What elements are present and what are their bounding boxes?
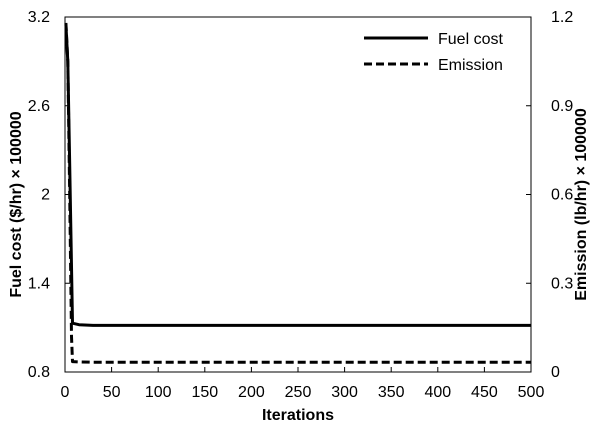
series-line-emission [64,22,531,364]
legend-label: Emission [438,57,503,74]
right-y-axis-title: Emission (lb/hr) × 100000 [573,108,590,301]
left-y-tick-label: 2.6 [28,98,50,115]
x-tick-label: 450 [471,384,498,401]
x-tick-label: 500 [518,384,545,401]
x-tick-label: 400 [424,384,451,401]
x-tick-label: 150 [191,384,218,401]
x-tick-label: 200 [238,384,265,401]
x-tick-label: 300 [331,384,358,401]
left-y-tick-label: 2 [41,187,50,204]
series-layer [64,22,531,364]
right-y-tick-label: 1.2 [551,9,573,26]
right-y-tick-label: 0.6 [551,187,573,204]
left-y-axis-ticks: 0.8 1.4 2 2.6 3.2 [28,9,70,381]
x-tick-label: 350 [378,384,405,401]
legend: Fuel cost Emission [364,31,503,74]
x-tick-label: 0 [61,384,70,401]
left-y-tick-label: 0.8 [28,364,50,381]
x-axis-ticks: 0 50 100 150 200 250 300 350 400 450 500 [61,367,545,401]
right-y-tick-label: 0.3 [551,275,573,292]
left-y-tick-label: 1.4 [28,275,50,292]
x-tick-label: 250 [285,384,312,401]
left-y-axis-title: Fuel cost ($/hr) × 100000 [8,111,25,297]
x-tick-label: 50 [103,384,121,401]
legend-label: Fuel cost [438,31,503,48]
right-y-axis-ticks: 0 0.3 0.6 0.9 1.2 [526,9,573,381]
left-y-tick-label: 3.2 [28,9,50,26]
x-axis-title: Iterations [262,407,334,424]
right-y-tick-label: 0.9 [551,98,573,115]
right-y-tick-label: 0 [551,364,560,381]
x-tick-label: 100 [145,384,172,401]
